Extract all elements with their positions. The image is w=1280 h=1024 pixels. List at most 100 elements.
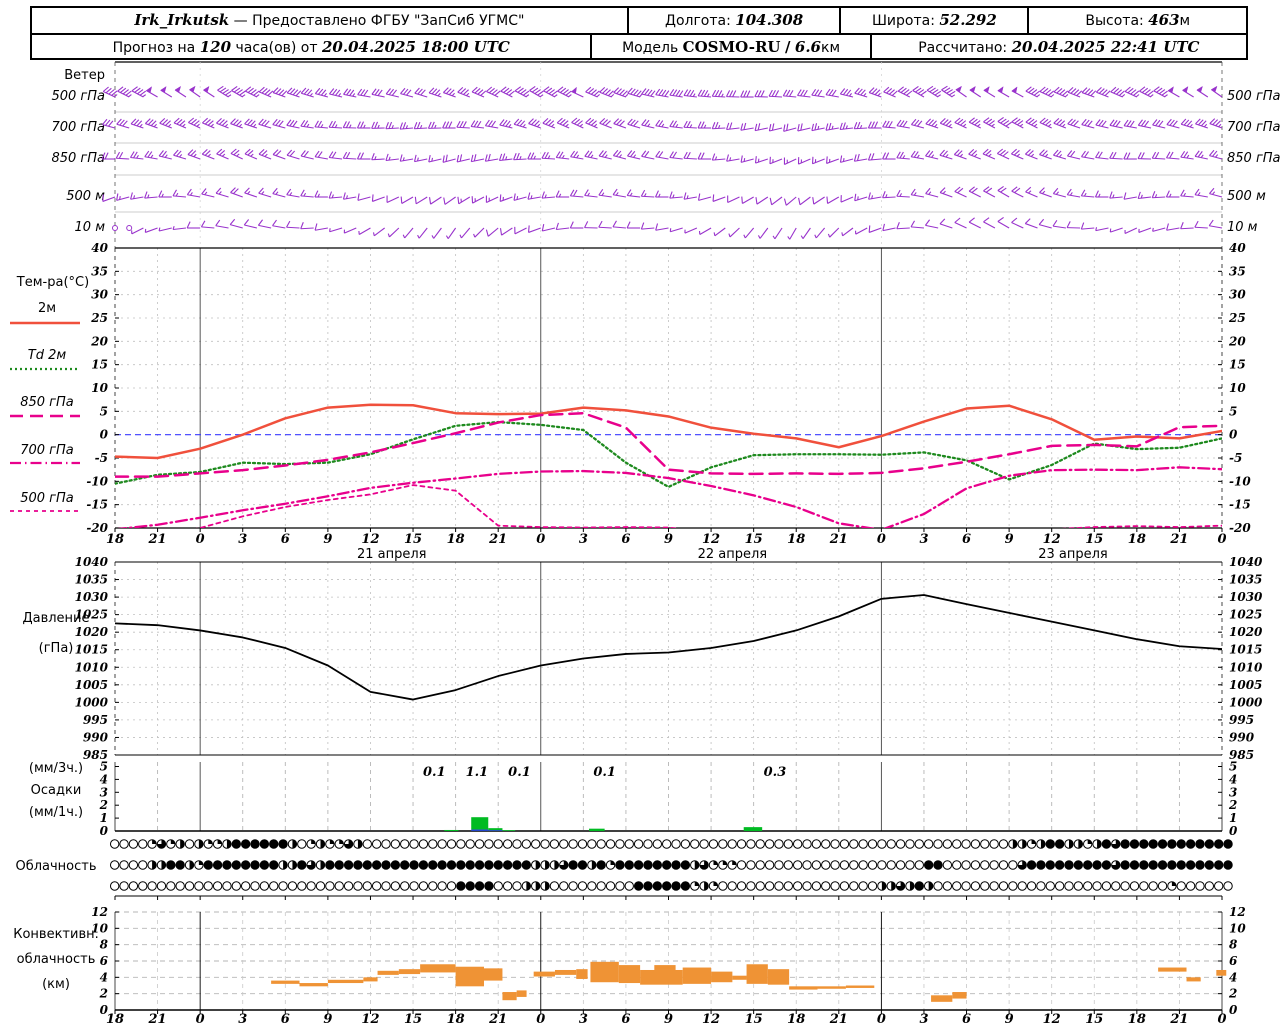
convective-panel-title-1: Конвективн. (13, 927, 99, 942)
svg-text:18: 18 (106, 1012, 124, 1024)
cloud-panel-title: Облачность (15, 859, 97, 874)
svg-text:990: 990 (83, 730, 109, 744)
svg-text:0.1: 0.1 (423, 765, 446, 780)
svg-text:1015: 1015 (1229, 643, 1262, 657)
dash: — (233, 13, 248, 29)
precip-panel-title: Осадки (30, 783, 82, 798)
svg-text:12: 12 (91, 905, 108, 919)
svg-text:1000: 1000 (1229, 695, 1263, 709)
svg-text:0: 0 (877, 1012, 886, 1024)
svg-text:18: 18 (787, 1012, 805, 1024)
convective-panel-unit: (км) (42, 977, 70, 992)
svg-text:21 апреля: 21 апреля (357, 547, 427, 562)
svg-text:6: 6 (621, 532, 630, 547)
svg-text:6: 6 (100, 954, 109, 968)
svg-text:18: 18 (1128, 1012, 1146, 1024)
svg-text:12: 12 (361, 1012, 379, 1024)
station-name: Irk_Irkutsk (134, 11, 230, 29)
svg-text:15: 15 (404, 532, 422, 547)
svg-text:21: 21 (829, 1012, 848, 1024)
svg-text:21: 21 (148, 1012, 167, 1024)
svg-text:35: 35 (91, 264, 108, 278)
svg-text:0: 0 (100, 1003, 109, 1017)
forecast-label-2: часа(ов) от (235, 40, 318, 56)
svg-text:9: 9 (664, 1012, 673, 1024)
svg-text:985: 985 (83, 748, 108, 762)
longitude-cell: Долгота: 104.308 (626, 8, 839, 33)
svg-text:9: 9 (1005, 532, 1014, 547)
svg-text:4: 4 (1229, 970, 1237, 984)
legend-label-t700: 700 гПа (20, 443, 74, 458)
svg-text:9: 9 (1005, 1012, 1014, 1024)
header-row-2: Прогноз на 120 часа(ов) от 20.04.2025 18… (32, 33, 1246, 58)
svg-text:1005: 1005 (75, 678, 108, 692)
legend-label-t850: 850 гПа (20, 395, 74, 410)
svg-text:15: 15 (745, 1012, 763, 1024)
forecast-hours: 120 (199, 38, 232, 56)
provider: Предоставлено ФГБУ "ЗапСиб УГМС" (252, 13, 525, 29)
svg-text:20: 20 (90, 334, 108, 348)
svg-text:18: 18 (787, 532, 805, 547)
wind-level-label-500hpa-right: 500 гПа (1227, 89, 1280, 104)
wind-level-label-700hpa-right: 700 гПа (1227, 120, 1280, 135)
svg-text:6: 6 (621, 1012, 630, 1024)
wind-level-label-500m-right: 500 м (1227, 189, 1266, 204)
latitude-cell: Широта: 52.292 (839, 8, 1027, 33)
svg-text:5: 5 (100, 404, 108, 418)
svg-text:18: 18 (447, 1012, 465, 1024)
calc-time: 20.04.2025 22:41 UTC (1011, 38, 1200, 56)
svg-text:3: 3 (919, 532, 928, 547)
svg-text:1035: 1035 (75, 573, 108, 587)
svg-text:1040: 1040 (75, 555, 109, 569)
svg-text:12: 12 (702, 1012, 720, 1024)
svg-text:10: 10 (91, 921, 108, 935)
svg-text:-20: -20 (86, 521, 108, 535)
svg-text:1020: 1020 (75, 625, 109, 639)
svg-text:1: 1 (100, 811, 108, 825)
calc-label: Рассчитано: (918, 40, 1008, 56)
svg-text:3: 3 (1229, 785, 1237, 799)
svg-text:1035: 1035 (1229, 573, 1262, 587)
svg-text:0.1: 0.1 (508, 765, 531, 780)
svg-text:40: 40 (91, 241, 108, 255)
svg-text:6: 6 (962, 532, 971, 547)
pressure-panel-title: Давление (22, 611, 90, 626)
svg-text:18: 18 (1128, 532, 1146, 547)
svg-text:10: 10 (91, 381, 108, 395)
model-resolution-unit: км (821, 40, 841, 56)
svg-text:12: 12 (1043, 1012, 1061, 1024)
svg-text:40: 40 (1229, 241, 1246, 255)
svg-text:-15: -15 (1229, 498, 1251, 512)
header: Irk_Irkutsk — Предоставлено ФГБУ "ЗапСиб… (30, 6, 1248, 60)
svg-text:4: 4 (1229, 772, 1237, 786)
legend-label-t2m: 2м (37, 301, 57, 316)
altitude-value: 463 (1148, 11, 1180, 29)
svg-text:35: 35 (1229, 264, 1246, 278)
svg-text:1.1: 1.1 (466, 765, 489, 780)
svg-text:21: 21 (488, 1012, 507, 1024)
wind-panel-title: Ветер (64, 68, 105, 83)
svg-text:2: 2 (99, 798, 108, 812)
svg-text:1010: 1010 (1229, 660, 1263, 674)
pressure-panel: 985 985 990 990 995 995 1000 1000 1005 1005 1010 10… (75, 555, 1263, 762)
svg-text:18: 18 (106, 532, 124, 547)
cloud-panel (109, 839, 1233, 900)
svg-text:9: 9 (323, 1012, 332, 1024)
svg-text:-10: -10 (1229, 474, 1251, 488)
svg-text:-20: -20 (1229, 521, 1251, 535)
svg-text:3: 3 (100, 785, 108, 799)
temp-panel: -20 -20 -15 -15 -10 -10 -5 -5 0 0 5 5 10 10 15 15 20 20 25… (86, 241, 1251, 562)
longitude-value: 104.308 (735, 11, 804, 29)
svg-text:3: 3 (579, 532, 588, 547)
svg-text:9: 9 (664, 532, 673, 547)
latitude-value: 52.292 (939, 11, 997, 29)
svg-text:0: 0 (1217, 532, 1226, 547)
calc-cell: Рассчитано: 20.04.2025 22:41 UTC (869, 35, 1246, 58)
svg-text:23 апреля: 23 апреля (1038, 547, 1108, 562)
svg-text:1020: 1020 (1229, 625, 1263, 639)
temp-panel-title: Тем-ра(°C) (16, 275, 90, 290)
svg-text:995: 995 (1229, 713, 1254, 727)
svg-text:12: 12 (1043, 532, 1061, 547)
svg-text:5: 5 (1229, 760, 1237, 774)
